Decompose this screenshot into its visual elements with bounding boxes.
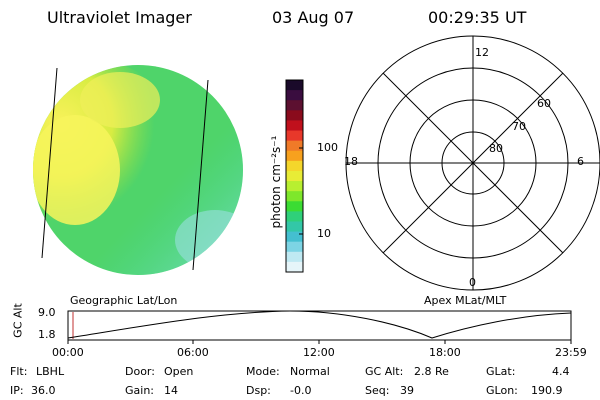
status-ip-label: IP: (10, 384, 24, 397)
colorbar-segment (286, 201, 303, 212)
status-gcalt-label: GC Alt: (365, 365, 404, 378)
polar-grid (345, 35, 600, 291)
timeline-plot (67, 310, 572, 344)
lat-label-60: 60 (537, 97, 551, 110)
status-dsp-label: Dsp: (246, 384, 271, 397)
instrument-title: Ultraviolet Imager (47, 8, 192, 27)
timeline-ymax: 9.0 (38, 306, 56, 319)
colorbar-segment (286, 150, 303, 162)
status-flt-value: LBHL (36, 365, 65, 378)
image-time: 00:29:35 UT (428, 8, 527, 27)
colorbar-segment (286, 90, 303, 101)
colorbar-frame (285, 79, 304, 273)
status-door-value: Open (164, 365, 194, 378)
colorbar-segment (286, 80, 303, 91)
colorbar-label-10: 10 (317, 227, 331, 240)
status-door-label: Door: (125, 365, 155, 378)
colorbar-unit-label: photon cm⁻²s⁻¹ (269, 135, 283, 229)
status-glon-label: GLon: (486, 384, 518, 397)
status-gain-label: Gain: (125, 384, 154, 397)
status-glon-value: 190.9 (531, 384, 563, 397)
timeline-ymin: 1.8 (38, 328, 56, 341)
mlt-label-18: 18 (344, 155, 358, 168)
status-ip-value: 36.0 (31, 384, 56, 397)
colorbar-segment (286, 191, 303, 202)
lat-label-70: 70 (512, 120, 526, 133)
uv-image-disk (33, 65, 243, 275)
colorbar-segment (286, 181, 303, 192)
timeline-left-caption: Geographic Lat/Lon (70, 294, 178, 307)
timeline-tick-0600: 06:00 (177, 346, 209, 359)
timeline-right-caption: Apex MLat/MLT (424, 294, 507, 307)
colorbar-segment (286, 241, 303, 253)
status-glat-value: 4.4 (552, 365, 570, 378)
colorbar-label-100: 100 (317, 141, 338, 154)
colorbar-segment (286, 251, 303, 263)
timeline-tick-1200: 12:00 (303, 346, 335, 359)
timeline-tick-0000: 00:00 (52, 346, 84, 359)
colorbar-segment (286, 170, 303, 182)
colorbar-segment (286, 130, 303, 142)
status-gain-value: 14 (164, 384, 178, 397)
status-dsp-value: -0.0 (290, 384, 312, 397)
colorbar (285, 79, 304, 273)
mlt-label-0: 0 (469, 276, 476, 289)
timeline-tick-1800: 18:00 (429, 346, 461, 359)
mlt-label-12: 12 (475, 46, 489, 59)
image-date: 03 Aug 07 (272, 8, 355, 27)
colorbar-segment (286, 221, 303, 233)
colorbar-segment (286, 120, 303, 132)
status-glat-label: GLat: (486, 365, 516, 378)
status-mode-label: Mode: (246, 365, 280, 378)
colorbar-segment (286, 261, 303, 273)
mlt-label-6: 6 (577, 155, 584, 168)
timeline-tick-2359: 23:59 (555, 346, 587, 359)
status-seq-value: 39 (400, 384, 414, 397)
timeline-ylabel: GC Alt (11, 303, 25, 338)
colorbar-segment (286, 211, 303, 222)
status-seq-label: Seq: (365, 384, 390, 397)
colorbar-segment (286, 100, 303, 111)
status-gcalt-value: 2.8 Re (414, 365, 449, 378)
colorbar-segment (286, 110, 303, 121)
status-mode-value: Normal (290, 365, 330, 378)
colorbar-segment (286, 160, 303, 172)
colorbar-segment (286, 140, 303, 152)
colorbar-segment (286, 231, 303, 243)
lat-label-80: 80 (489, 142, 503, 155)
status-flt-label: Flt: (10, 365, 28, 378)
